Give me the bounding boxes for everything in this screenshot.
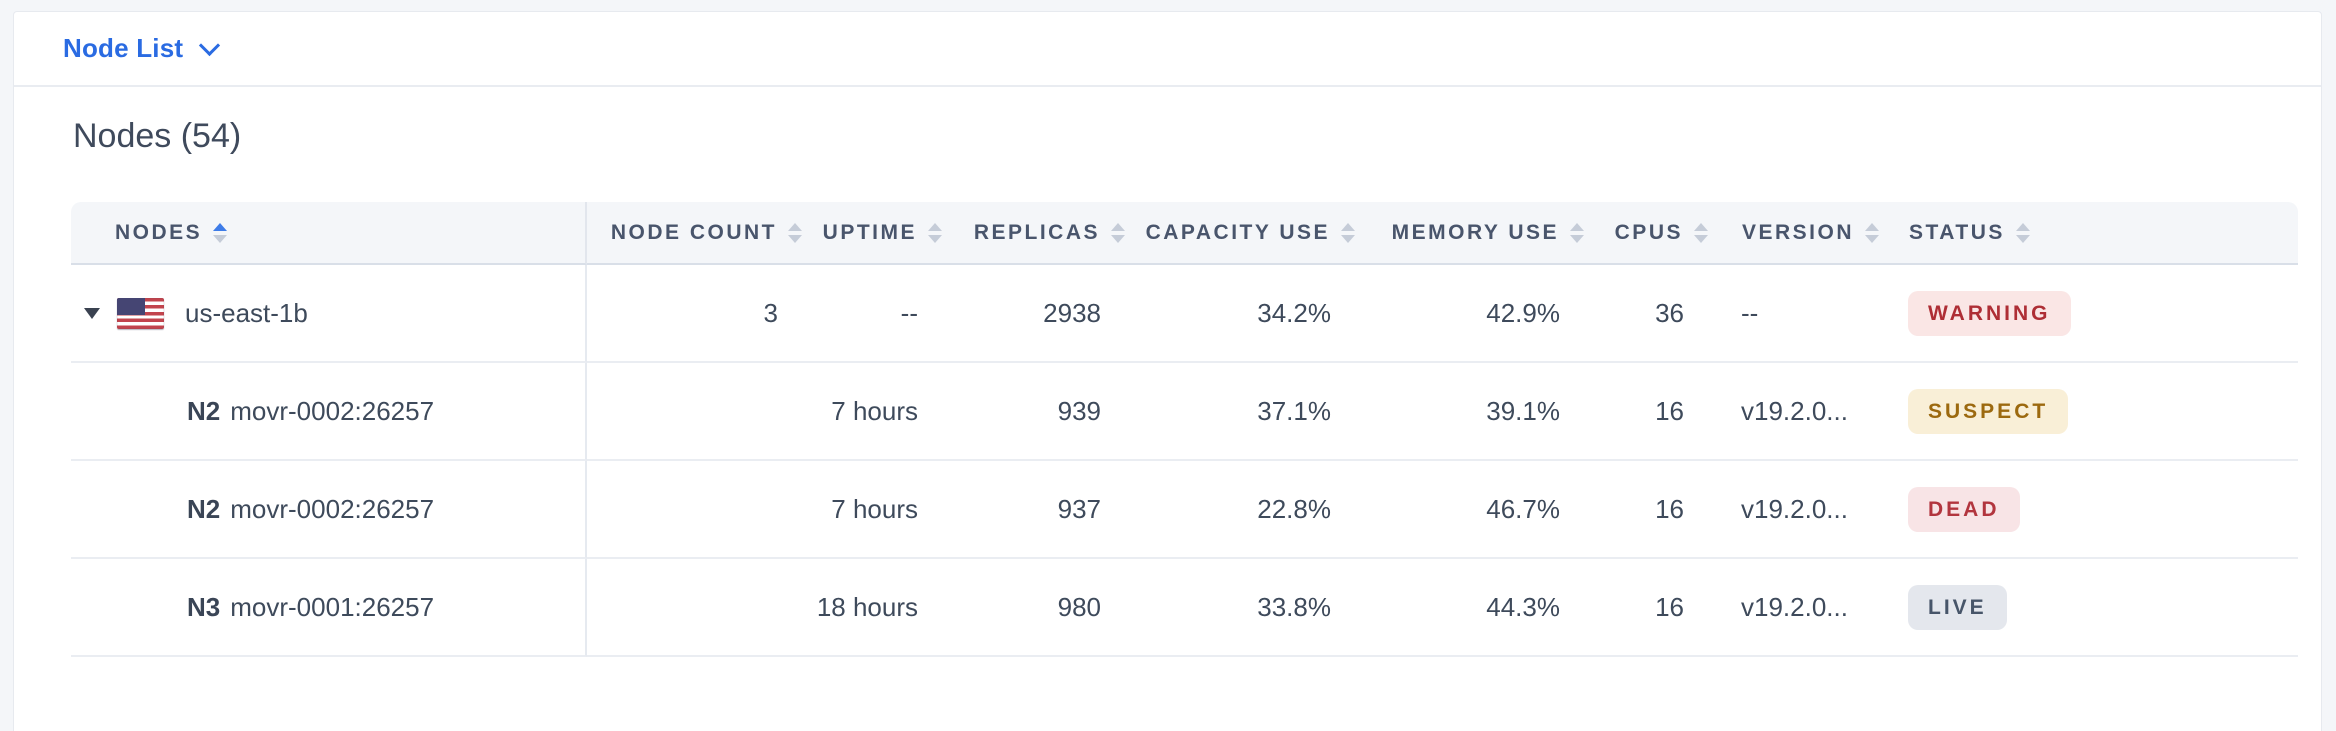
node-id: N3 bbox=[187, 591, 221, 622]
cell-node-count bbox=[587, 461, 792, 559]
cell-cpus: 36 bbox=[1574, 265, 1698, 363]
cell-version: v19.2.0... bbox=[1698, 559, 1895, 657]
table-row-region: us-east-1b 3 -- 2938 34.2% 42.9% 36 -- W… bbox=[71, 265, 2298, 363]
sort-icon bbox=[1341, 222, 1355, 243]
status-badge: SUSPECT bbox=[1908, 388, 2069, 434]
nodes-table: NODES NODE COUNT UPTIME bbox=[71, 202, 2298, 657]
cell-uptime: 7 hours bbox=[792, 461, 932, 559]
region-name: us-east-1b bbox=[185, 297, 308, 328]
status-badge: WARNING bbox=[1908, 290, 2071, 336]
node-address: movr-0002:26257 bbox=[230, 395, 435, 426]
cell-replicas: 939 bbox=[932, 363, 1115, 461]
node-list-card: Node List Nodes (54) NODES bbox=[13, 11, 2322, 731]
cell-replicas: 2938 bbox=[932, 265, 1115, 363]
cell-cpus: 16 bbox=[1574, 559, 1698, 657]
cell-replicas: 937 bbox=[932, 461, 1115, 559]
view-switcher-bar: Node List bbox=[14, 12, 2321, 87]
column-header-replicas[interactable]: REPLICAS bbox=[932, 202, 1125, 265]
table-row-node: N3 movr-0001:26257 18 hours 980 33.8% 44.… bbox=[71, 559, 2298, 657]
column-header-nodes[interactable]: NODES bbox=[71, 202, 587, 265]
table-header-row: NODES NODE COUNT UPTIME bbox=[71, 202, 2298, 265]
status-badge: DEAD bbox=[1908, 486, 2020, 532]
column-header-capacity-use[interactable]: CAPACITY USE bbox=[1115, 202, 1355, 265]
chevron-down-icon bbox=[199, 34, 221, 56]
table-row-node: N2 movr-0002:26257 7 hours 939 37.1% 39.1… bbox=[71, 363, 2298, 461]
cell-node-count bbox=[587, 363, 792, 461]
cell-cpus: 16 bbox=[1574, 461, 1698, 559]
main-content: Nodes (54) NODES NODE bbox=[14, 115, 2321, 657]
cell-version: v19.2.0... bbox=[1698, 363, 1895, 461]
cell-version: -- bbox=[1698, 265, 1895, 363]
cell-capacity-use: 22.8% bbox=[1115, 461, 1345, 559]
sort-icon bbox=[213, 222, 228, 243]
cell-memory-use: 44.3% bbox=[1345, 559, 1574, 657]
cell-uptime: 18 hours bbox=[792, 559, 932, 657]
sort-icon bbox=[1570, 222, 1584, 243]
cell-node-count bbox=[587, 559, 792, 657]
column-header-node-count[interactable]: NODE COUNT bbox=[587, 202, 802, 265]
status-badge: LIVE bbox=[1908, 584, 2007, 630]
collapse-caret-icon[interactable] bbox=[84, 307, 100, 319]
sort-icon bbox=[1111, 222, 1125, 243]
column-header-memory-use[interactable]: MEMORY USE bbox=[1345, 202, 1584, 265]
cell-capacity-use: 33.8% bbox=[1115, 559, 1345, 657]
node-list-dropdown-label[interactable]: Node List bbox=[63, 33, 184, 63]
table-row-node: N2 movr-0002:26257 7 hours 937 22.8% 46.7… bbox=[71, 461, 2298, 559]
column-header-cpus[interactable]: CPUS bbox=[1574, 202, 1708, 265]
cell-node-count: 3 bbox=[587, 265, 792, 363]
sort-icon bbox=[2015, 222, 2030, 243]
column-header-version[interactable]: VERSION bbox=[1698, 202, 1895, 265]
sort-icon bbox=[1865, 222, 1880, 243]
cell-capacity-use: 37.1% bbox=[1115, 363, 1345, 461]
node-list-dropdown[interactable]: Node List bbox=[63, 33, 221, 64]
sort-icon bbox=[788, 222, 802, 243]
cell-version: v19.2.0... bbox=[1698, 461, 1895, 559]
cell-memory-use: 42.9% bbox=[1345, 265, 1574, 363]
cell-uptime: -- bbox=[792, 265, 932, 363]
sort-icon bbox=[1694, 222, 1708, 243]
cell-memory-use: 46.7% bbox=[1345, 461, 1574, 559]
page-title: Nodes (54) bbox=[73, 117, 242, 155]
node-id: N2 bbox=[187, 395, 221, 426]
node-id: N2 bbox=[187, 493, 221, 524]
cell-cpus: 16 bbox=[1574, 363, 1698, 461]
cell-memory-use: 39.1% bbox=[1345, 363, 1574, 461]
node-address: movr-0001:26257 bbox=[230, 591, 435, 622]
sort-icon bbox=[928, 222, 942, 243]
cell-replicas: 980 bbox=[932, 559, 1115, 657]
column-header-uptime[interactable]: UPTIME bbox=[792, 202, 942, 265]
column-header-status[interactable]: STATUS bbox=[1895, 202, 2298, 265]
cell-capacity-use: 34.2% bbox=[1115, 265, 1345, 363]
us-flag-icon bbox=[117, 297, 164, 329]
node-address: movr-0002:26257 bbox=[230, 493, 435, 524]
cell-uptime: 7 hours bbox=[792, 363, 932, 461]
